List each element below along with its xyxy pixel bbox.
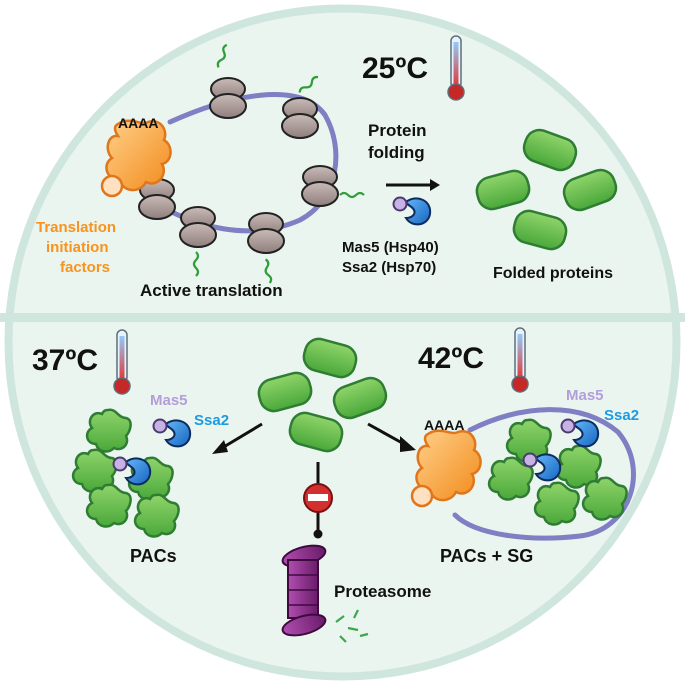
mas5-label-42: Mas5 — [566, 387, 604, 404]
stop-bar — [308, 494, 328, 501]
ribosome — [209, 77, 247, 119]
folded-proteins-label: Folded proteins — [493, 265, 613, 282]
ribosome — [281, 97, 319, 139]
proteasome-label: Proteasome — [334, 582, 431, 601]
polyA-tail-bottom: AAAA — [424, 417, 464, 433]
temperature-42: 42ºC — [418, 342, 484, 375]
panel-divider — [0, 313, 685, 322]
proteasome-icon — [281, 544, 327, 637]
arrowhead-to-42 — [400, 436, 416, 452]
initiation-factors-line1: Translation — [36, 219, 116, 236]
protein-folding-line1: Protein — [368, 121, 427, 140]
temperature-37: 37ºC — [32, 344, 98, 377]
thermometer-icon — [113, 329, 131, 395]
stress-granule-mrna — [452, 407, 636, 541]
mrna-loop — [147, 92, 339, 234]
arrow-to-37 — [221, 422, 263, 450]
chaperone-ssa2: Ssa2 (Hsp70) — [342, 259, 436, 276]
ribosome — [301, 165, 339, 207]
active-translation-label: Active translation — [140, 281, 283, 300]
temperature-25: 25ºC — [362, 52, 428, 85]
chaperone-mas5: Mas5 (Hsp40) — [342, 239, 439, 256]
polyA-tail-top: AAAA — [118, 115, 158, 131]
ssa2-label-42: Ssa2 — [604, 407, 639, 424]
initiation-factors-line2: initiation — [46, 239, 109, 256]
folding-arrowhead — [430, 179, 440, 191]
arrowhead-to-37 — [212, 440, 228, 454]
peptide-fragments-icon — [335, 609, 369, 643]
pacs-sg-label: PACs + SG — [440, 546, 533, 566]
ssa2-label-37: Ssa2 — [194, 412, 229, 429]
inhibition-dot — [313, 529, 323, 539]
thermometer-icon — [511, 327, 529, 393]
ribosome — [247, 212, 285, 254]
mas5-label-37: Mas5 — [150, 392, 188, 409]
pacs-label: PACs — [130, 546, 177, 566]
thermometer-icon — [447, 35, 465, 101]
ribosome — [179, 206, 217, 248]
protein-folding-line2: folding — [368, 143, 425, 162]
arrow-to-42 — [367, 422, 405, 446]
initiation-factors-line3: factors — [60, 259, 110, 276]
